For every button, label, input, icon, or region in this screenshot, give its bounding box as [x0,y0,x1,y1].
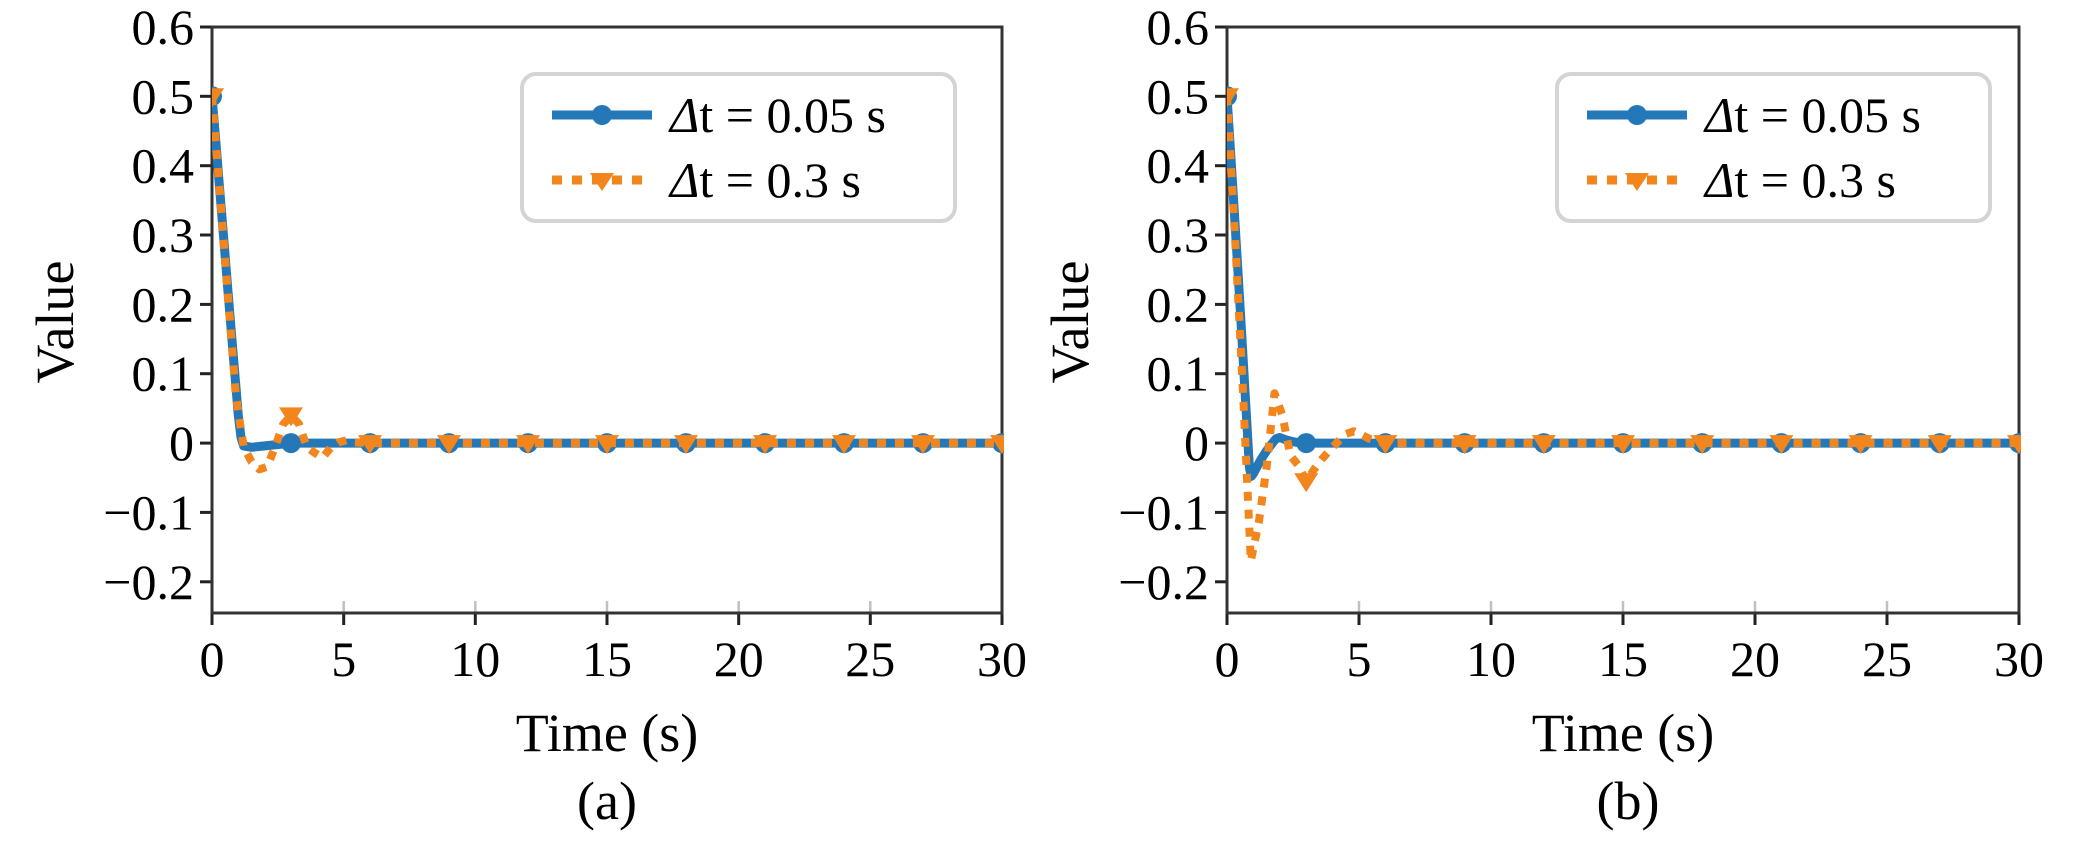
subplot-caption-b: (b) [1596,771,1660,831]
marker-triangle-down [1227,88,1239,108]
marker-triangle-down [2007,435,2021,455]
legend-label-dt03: Δt = 0.3 s [670,152,861,209]
y-tick-label: 0.5 [1147,68,1210,124]
delta-symbol: Δ [1705,86,1735,143]
plot-area-b: 0 5 10 15 20 25 30 0.6 0.5 0.4 0.3 0.2 0.1 0 −0.1 −0.2 [1118,0,2044,687]
x-axis-label-a: Time (s) [515,703,699,763]
marker-triangle-down [516,435,540,455]
marker-triangle-down [1452,435,1477,455]
delta-symbol: Δ [1705,152,1735,209]
y-axis-label-a: Value [25,260,85,384]
y-tick-label: 0.3 [132,207,195,263]
plot-spines [1225,25,2021,615]
series-line-dt03 [212,95,1002,474]
legend-row-dt005: Δt = 0.05 s [550,83,953,147]
marker-triangle-down [358,435,382,455]
legend-a: Δt = 0.05 s Δt = 0.3 s [520,72,957,223]
legend-label-dt005: Δt = 0.05 s [1705,86,1921,143]
x-tick-label: 5 [1347,631,1372,687]
y-axis-label-b: Value [1040,260,1100,384]
y-tick-label: 0.1 [132,346,195,402]
y-tick-label: 0.2 [1147,276,1210,332]
plot-area-a: 0 5 10 15 20 25 30 0.6 0.5 0.4 0.3 0.2 0.1 0 −0.1 −0.2 [103,0,1027,687]
x-tick-label: 10 [1466,631,1516,687]
x-tick-label: 10 [450,631,500,687]
marker-triangle-down [1373,435,1398,455]
legend-b: Δt = 0.05 s Δt = 0.3 s [1555,72,1992,223]
x-tick-label: 0 [1215,631,1240,687]
x-tick-label: 20 [1730,631,1780,687]
y-tick-label: 0.2 [132,276,195,332]
y-tick-label: 0 [1184,415,1209,471]
y-tick-label: 0 [169,415,194,471]
marker-triangle-down [990,435,1004,455]
x-tick-label: 30 [977,631,1027,687]
x-tick-label: 15 [582,631,632,687]
marker-triangle-down [1611,435,1635,455]
legend-row-dt03: Δt = 0.3 s [550,148,953,212]
marker-triangle-down [1690,435,1715,455]
x-tick-label: 20 [714,631,764,687]
series-line-dt005 [1227,96,2019,481]
marker-triangle-down [1294,473,1319,493]
x-tick-label: 25 [845,631,895,687]
legend-line-sample-dt03 [550,165,654,195]
marker-triangle-down [1848,435,1873,455]
y-tick-label: 0.5 [132,68,195,124]
marker-circle [1296,433,1317,454]
marker-triangle-down [1927,435,1952,455]
y-tick-label: 0.6 [1147,0,1210,55]
legend-label-dt03: Δt = 0.3 s [1705,152,1896,209]
marker-triangle-down [437,435,461,455]
marker-triangle-down [832,435,856,455]
x-axis-label-b: Time (s) [1531,703,1715,763]
legend-line-sample-dt03 [1585,165,1689,195]
plot-spines [210,25,1004,615]
x-tick-label: 25 [1862,631,1912,687]
y-tick-label: 0.1 [1147,346,1210,402]
x-tick-label: 15 [1598,631,1648,687]
marker-triangle-down [595,435,619,455]
y-tick-label: 0.4 [132,138,195,194]
series-markers-dt03 [1227,88,2021,493]
legend-line-sample-dt005 [1585,100,1689,130]
marker-triangle-down [1769,435,1794,455]
delta-symbol: Δ [670,152,700,209]
marker-circle [281,433,301,454]
marker-triangle-down [1531,435,1556,455]
y-tick-label: −0.1 [1118,484,1209,540]
legend-row-dt03: Δt = 0.3 s [1585,148,1988,212]
y-tick-label: 0.6 [132,0,195,55]
y-tick-label: 0.4 [1147,138,1210,194]
delta-symbol: Δ [670,86,700,143]
marker-triangle-down [212,88,224,108]
y-tick-label: −0.1 [103,484,194,540]
marker-triangle-down [279,407,303,427]
marker-triangle-down [753,435,777,455]
legend-row-dt005: Δt = 0.05 s [1585,83,1988,147]
x-tick-label: 30 [1994,631,2044,687]
y-tick-label: −0.2 [1118,554,1209,610]
x-tick-label: 5 [331,631,356,687]
legend-line-sample-dt005 [550,100,654,130]
legend-label-dt005: Δt = 0.05 s [670,86,886,143]
y-tick-label: 0.3 [1147,207,1210,263]
series-line-dt03 [1227,96,2019,565]
subplot-caption-a: (a) [577,771,637,831]
y-tick-label: −0.2 [103,554,194,610]
x-tick-label: 0 [200,631,225,687]
series-markers-dt03 [212,88,1004,455]
marker-triangle-down [911,435,935,455]
marker-triangle-down [674,435,698,455]
